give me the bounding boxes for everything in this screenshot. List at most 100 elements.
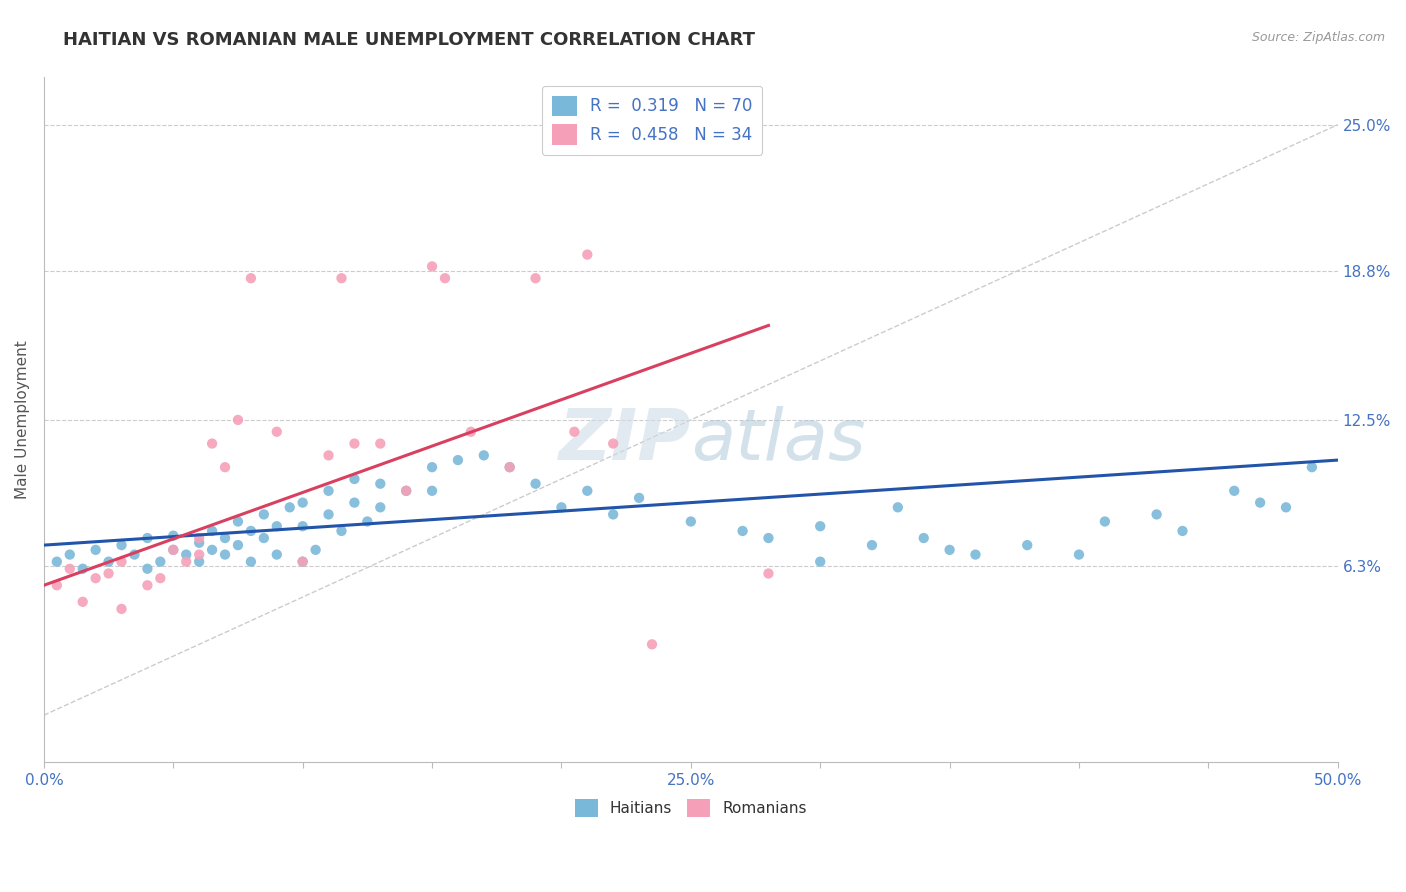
Point [84,571,107,585]
Point [420,460,443,475]
Point [149,555,172,569]
Point [1094,515,1116,529]
Legend: Haitians, Romanians: Haitians, Romanians [568,792,813,823]
Point [201,542,224,557]
Point [395,483,418,498]
Point [912,531,935,545]
Point [226,538,249,552]
Point [214,548,236,562]
Point [524,271,547,285]
Point [628,491,651,505]
Point [395,483,418,498]
Text: ZIP: ZIP [558,406,690,475]
Point [318,449,340,463]
Point [162,542,184,557]
Point [72,595,94,609]
Point [330,271,353,285]
Point [420,483,443,498]
Text: Source: ZipAtlas.com: Source: ZipAtlas.com [1251,31,1385,45]
Point [887,500,910,515]
Point [45,578,67,592]
Point [201,524,224,538]
Point [1249,495,1271,509]
Point [291,555,314,569]
Point [188,531,211,545]
Point [84,542,107,557]
Point [938,542,960,557]
Point [330,524,353,538]
Point [214,460,236,475]
Point [499,460,522,475]
Point [59,562,82,576]
Point [124,548,146,562]
Text: atlas: atlas [690,406,866,475]
Point [420,260,443,274]
Point [188,535,211,549]
Point [188,555,211,569]
Point [174,548,197,562]
Point [679,515,702,529]
Point [602,436,624,450]
Point [318,483,340,498]
Point [356,515,378,529]
Point [110,602,132,616]
Point [343,495,366,509]
Point [97,555,120,569]
Point [136,531,159,545]
Point [291,519,314,533]
Point [472,449,495,463]
Point [524,476,547,491]
Point [602,508,624,522]
Point [808,519,831,533]
Point [266,519,288,533]
Point [214,531,236,545]
Point [731,524,754,538]
Point [1067,548,1090,562]
Point [226,413,249,427]
Point [368,500,391,515]
Point [110,555,132,569]
Point [136,562,159,576]
Point [149,571,172,585]
Point [1223,483,1246,498]
Point [576,483,599,498]
Point [110,538,132,552]
Point [1301,460,1323,475]
Point [253,508,276,522]
Point [808,555,831,569]
Point [174,555,197,569]
Point [226,515,249,529]
Point [162,529,184,543]
Point [1171,524,1194,538]
Point [447,453,470,467]
Point [368,476,391,491]
Point [965,548,987,562]
Point [318,508,340,522]
Text: HAITIAN VS ROMANIAN MALE UNEMPLOYMENT CORRELATION CHART: HAITIAN VS ROMANIAN MALE UNEMPLOYMENT CO… [63,31,755,49]
Point [368,436,391,450]
Point [45,555,67,569]
Point [460,425,482,439]
Point [291,555,314,569]
Point [239,271,262,285]
Point [239,524,262,538]
Point [253,531,276,545]
Point [97,566,120,581]
Point [188,548,211,562]
Point [59,548,82,562]
Point [564,425,586,439]
Point [278,500,301,515]
Point [72,562,94,576]
Point [201,436,224,450]
Point [499,460,522,475]
Point [758,531,780,545]
Point [1017,538,1039,552]
Point [239,555,262,569]
Point [758,566,780,581]
Y-axis label: Male Unemployment: Male Unemployment [15,341,30,500]
Point [343,436,366,450]
Point [136,578,159,592]
Point [304,542,326,557]
Point [1275,500,1298,515]
Point [343,472,366,486]
